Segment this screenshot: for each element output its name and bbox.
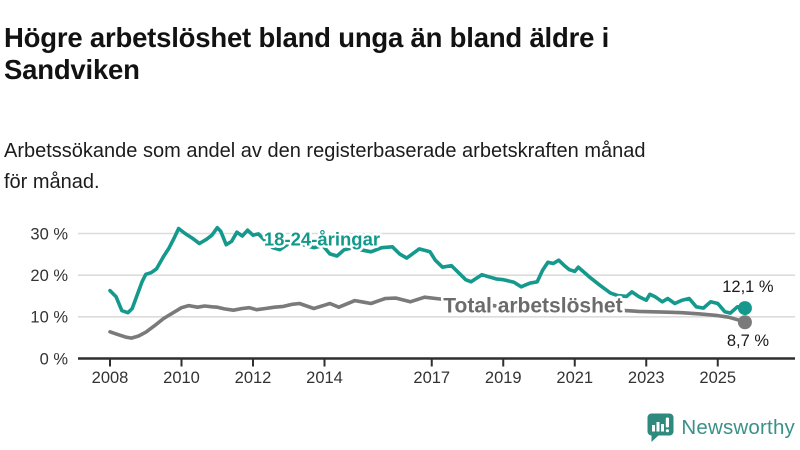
youth-series-label: 18-24-åringar	[264, 228, 380, 249]
x-tick-label: 2017	[413, 369, 450, 387]
total-end-value-label: 8,7 %	[727, 332, 770, 350]
y-tick-label: 30 %	[30, 225, 68, 243]
newsworthy-bar-chart-icon	[647, 413, 674, 442]
total-series-label: Total arbetslöshet	[443, 294, 622, 317]
x-tick-label: 2012	[235, 369, 272, 387]
x-tick-label: 2023	[628, 369, 665, 387]
y-tick-label: 20 %	[30, 267, 68, 285]
y-tick-label: 0 %	[40, 350, 69, 368]
total-series-line	[108, 295, 747, 340]
newsworthy-logo: Newsworthy	[647, 413, 795, 443]
x-tick-label: 2010	[163, 369, 200, 387]
youth-series-line	[108, 225, 747, 315]
page-title: Högre arbetslöshet bland unga än bland ä…	[4, 22, 610, 86]
y-tick-label: 10 %	[30, 309, 68, 327]
total-end-dot	[737, 315, 752, 330]
x-tick-label: 2025	[699, 369, 736, 387]
x-tick-label: 2019	[485, 369, 522, 387]
x-tick-label: 2021	[556, 369, 593, 387]
youth-end-dot	[737, 301, 752, 316]
x-tick-label: 2014	[306, 369, 343, 387]
chart-subtitle: Arbetssökande som andel av den registerb…	[4, 140, 646, 193]
youth-end-value-label: 12,1 %	[722, 278, 774, 296]
newsworthy-logo-text: Newsworthy	[681, 416, 795, 439]
x-tick-label: 2008	[92, 369, 129, 387]
